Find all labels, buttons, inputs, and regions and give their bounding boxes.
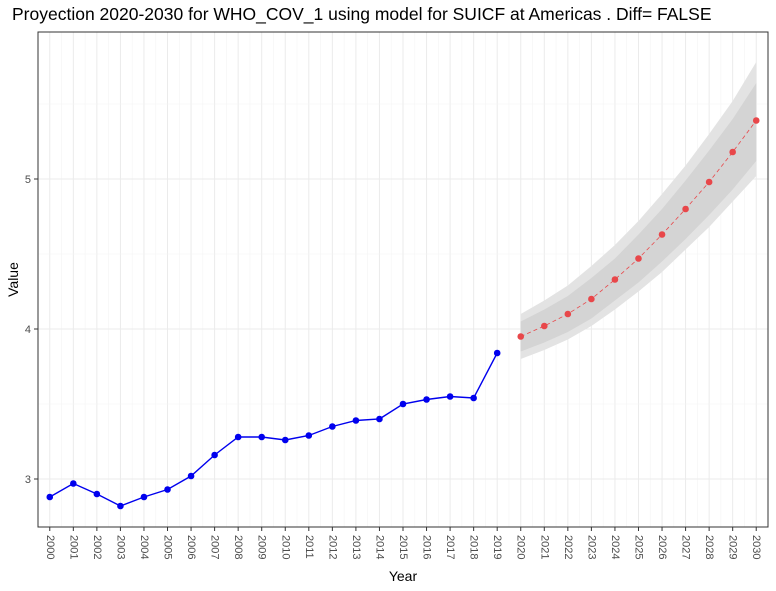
- data-point: [517, 333, 525, 340]
- axes: 2000 2001 2002 2003 2004 2005 2006 2007 2008 2009…: [25, 174, 762, 559]
- data-point: [682, 205, 689, 213]
- data-point: [423, 396, 430, 403]
- data-point: [705, 178, 713, 186]
- series-line-1: [49, 352, 498, 507]
- y-tick-label: 3: [25, 474, 31, 486]
- data-point: [140, 493, 148, 501]
- data-point: [234, 433, 242, 441]
- x-tick-label: 2023: [585, 535, 597, 559]
- data-point: [493, 349, 501, 357]
- data-point: [46, 493, 54, 501]
- data-point: [305, 432, 313, 439]
- data-point: [164, 486, 171, 493]
- data-point: [752, 117, 760, 124]
- data-point: [635, 255, 642, 262]
- x-tick-label: 2002: [91, 535, 103, 559]
- y-axis-title: Value: [5, 262, 21, 297]
- x-tick-label: 2015: [397, 535, 409, 559]
- x-tick-label: 2001: [67, 535, 79, 559]
- x-tick-label: 2000: [44, 535, 56, 559]
- x-tick-label: 2026: [656, 535, 668, 559]
- data-point: [258, 433, 266, 441]
- x-tick-label: 2014: [373, 535, 385, 559]
- data-point: [187, 472, 195, 480]
- x-tick-label: 2016: [421, 535, 433, 559]
- x-tick-label: 2019: [491, 535, 503, 559]
- data-point: [281, 436, 289, 444]
- x-tick-label: 2028: [703, 535, 715, 559]
- x-tick-label: 2006: [185, 535, 197, 559]
- chart-title: Proyection 2020-2030 for WHO_COV_1 using…: [12, 4, 712, 24]
- x-tick-label: 2005: [162, 535, 174, 559]
- x-tick-label: 2008: [232, 535, 244, 559]
- data-point: [376, 415, 383, 423]
- x-tick-label: 2010: [279, 535, 291, 559]
- data-point: [329, 423, 336, 430]
- data-point: [399, 400, 407, 408]
- data-point: [70, 480, 77, 487]
- data-point: [211, 451, 218, 459]
- data-point: [611, 276, 619, 283]
- x-tick-label: 2013: [350, 535, 362, 559]
- confidence-band-1: [520, 62, 757, 359]
- x-tick-label: 2024: [609, 535, 621, 559]
- data-point: [564, 310, 572, 318]
- data-point: [540, 322, 548, 330]
- x-tick-label: 2009: [256, 535, 268, 559]
- x-tick-label: 2011: [303, 535, 315, 559]
- grid: [38, 32, 768, 527]
- x-tick-label: 2020: [515, 535, 527, 559]
- x-axis-title: Year: [389, 568, 418, 584]
- x-tick-label: 2007: [209, 535, 221, 559]
- data-point: [446, 393, 454, 400]
- series-points: [46, 117, 760, 510]
- x-tick-label: 2021: [538, 535, 550, 559]
- x-tick-label: 2017: [444, 535, 456, 559]
- y-tick-label: 4: [25, 324, 31, 336]
- x-tick-label: 2003: [114, 535, 126, 559]
- y-tick-label: 5: [25, 174, 31, 186]
- data-point: [729, 148, 736, 156]
- x-tick-label: 2030: [750, 535, 762, 559]
- data-point: [658, 231, 666, 238]
- x-tick-label: 2018: [468, 535, 480, 559]
- data-point: [117, 502, 124, 510]
- data-point: [588, 295, 595, 303]
- x-tick-label: 2022: [562, 535, 574, 559]
- x-tick-label: 2029: [727, 535, 739, 559]
- data-point: [352, 417, 360, 424]
- x-tick-label: 2012: [326, 535, 338, 559]
- data-point: [470, 394, 477, 402]
- x-tick-label: 2025: [632, 535, 644, 559]
- data-point: [93, 490, 101, 498]
- x-tick-label: 2004: [138, 535, 150, 559]
- x-tick-label: 2027: [680, 535, 692, 559]
